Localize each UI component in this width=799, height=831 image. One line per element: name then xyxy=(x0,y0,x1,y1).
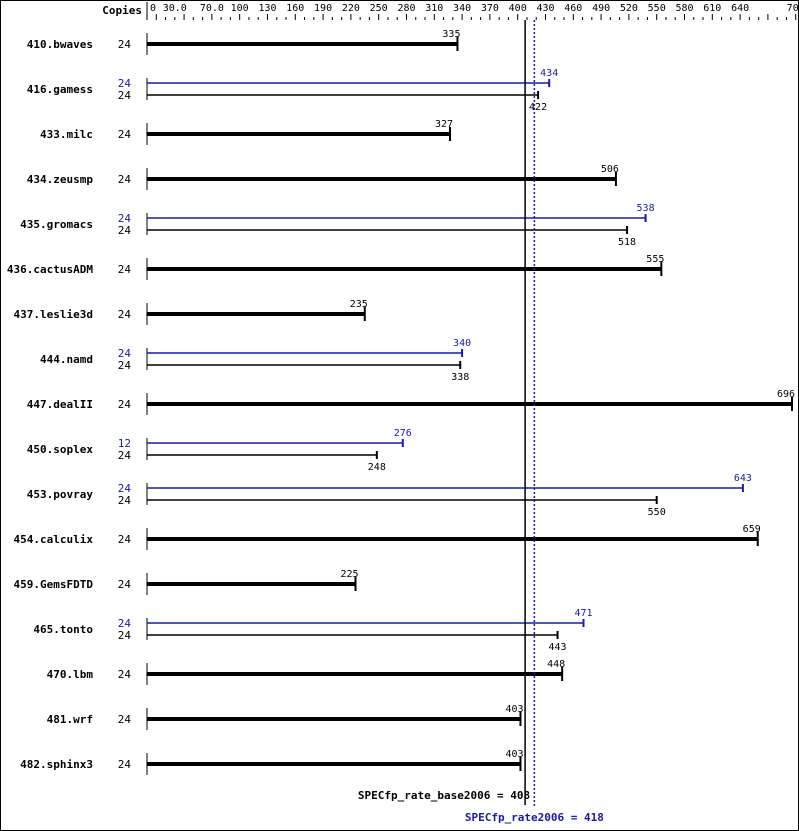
tick-label: 430 xyxy=(536,3,554,14)
base-summary-label: SPECfp_rate_base2006 = 408 xyxy=(358,789,530,802)
base-copies: 24 xyxy=(118,758,132,771)
benchmark-label: 465.tonto xyxy=(33,623,93,636)
base-copies: 24 xyxy=(118,494,132,507)
base-copies: 24 xyxy=(118,308,132,321)
tick-label: 400 xyxy=(509,3,527,14)
peak-copies: 12 xyxy=(118,437,131,450)
benchmark-label: 444.namd xyxy=(40,353,93,366)
base-value: 550 xyxy=(648,507,666,518)
benchmark-label: 481.wrf xyxy=(47,713,93,726)
base-value: 422 xyxy=(529,102,547,113)
base-copies: 24 xyxy=(118,533,132,546)
tick-label: 70.0 xyxy=(200,3,224,14)
base-value: 443 xyxy=(549,642,567,653)
tick-label: 550 xyxy=(648,3,666,14)
base-value: 448 xyxy=(547,659,565,670)
base-copies: 24 xyxy=(118,449,132,462)
tick-label: 100 xyxy=(231,3,249,14)
peak-copies: 24 xyxy=(118,482,132,495)
base-value: 248 xyxy=(368,462,386,473)
base-copies: 24 xyxy=(118,398,132,411)
peak-value: 276 xyxy=(394,428,412,439)
base-copies: 24 xyxy=(118,713,132,726)
peak-copies: 24 xyxy=(118,617,132,630)
benchmark-label: 437.leslie3d xyxy=(14,308,93,321)
base-value: 235 xyxy=(350,299,368,310)
base-value: 696 xyxy=(777,389,795,400)
tick-label: 490 xyxy=(592,3,610,14)
tick-label: 580 xyxy=(675,3,693,14)
base-copies: 24 xyxy=(118,173,132,186)
base-copies: 24 xyxy=(118,89,132,102)
tick-label: 30.0 xyxy=(163,3,187,14)
base-value: 225 xyxy=(340,569,358,580)
tick-label: 190 xyxy=(314,3,332,14)
base-copies: 24 xyxy=(118,578,132,591)
base-value: 403 xyxy=(505,749,523,760)
tick-label: 310 xyxy=(425,3,443,14)
base-value: 518 xyxy=(618,237,636,248)
tick-label: 340 xyxy=(453,3,471,14)
base-value: 659 xyxy=(743,524,761,535)
peak-value: 643 xyxy=(734,473,752,484)
base-value: 338 xyxy=(451,372,469,383)
base-copies: 24 xyxy=(118,668,132,681)
base-value: 506 xyxy=(601,164,619,175)
tick-label: 250 xyxy=(370,3,388,14)
base-copies: 24 xyxy=(118,224,132,237)
base-value: 335 xyxy=(442,29,460,40)
benchmark-label: 470.lbm xyxy=(47,668,94,681)
benchmark-label: 436.cactusADM xyxy=(7,263,93,276)
peak-value: 340 xyxy=(453,338,471,349)
benchmark-label: 482.sphinx3 xyxy=(20,758,93,771)
base-copies: 24 xyxy=(118,38,132,51)
benchmark-label: 435.gromacs xyxy=(20,218,93,231)
benchmark-label: 416.gamess xyxy=(27,83,93,96)
benchmark-label: 459.GemsFDTD xyxy=(14,578,94,591)
peak-value: 471 xyxy=(574,608,592,619)
peak-value: 538 xyxy=(637,203,655,214)
base-copies: 24 xyxy=(118,629,132,642)
benchmark-label: 433.milc xyxy=(40,128,93,141)
benchmark-label: 410.bwaves xyxy=(27,38,93,51)
base-copies: 24 xyxy=(118,359,132,372)
peak-summary-label: SPECfp_rate2006 = 418 xyxy=(465,811,604,824)
copies-header: Copies xyxy=(102,4,142,17)
tick-label: 460 xyxy=(564,3,582,14)
tick-label: 130 xyxy=(258,3,276,14)
tick-label: 700 xyxy=(787,3,799,14)
tick-label: 610 xyxy=(703,3,721,14)
peak-copies: 24 xyxy=(118,212,132,225)
tick-label: 640 xyxy=(731,3,749,14)
tick-label: 280 xyxy=(397,3,415,14)
base-value: 403 xyxy=(505,704,523,715)
base-copies: 24 xyxy=(118,128,132,141)
benchmark-label: 454.calculix xyxy=(14,533,94,546)
tick-label: 160 xyxy=(286,3,304,14)
benchmark-label: 453.povray xyxy=(27,488,94,501)
peak-copies: 24 xyxy=(118,347,132,360)
base-value: 327 xyxy=(435,119,453,130)
base-value: 555 xyxy=(646,254,664,265)
tick-label: 0 xyxy=(150,3,156,14)
benchmark-label: 447.dealII xyxy=(27,398,93,411)
tick-label: 370 xyxy=(481,3,499,14)
peak-value: 434 xyxy=(540,68,558,79)
benchmark-label: 434.zeusmp xyxy=(27,173,94,186)
base-copies: 24 xyxy=(118,263,132,276)
benchmark-label: 450.soplex xyxy=(27,443,94,456)
tick-label: 220 xyxy=(342,3,360,14)
tick-label: 520 xyxy=(620,3,638,14)
peak-copies: 24 xyxy=(118,77,132,90)
